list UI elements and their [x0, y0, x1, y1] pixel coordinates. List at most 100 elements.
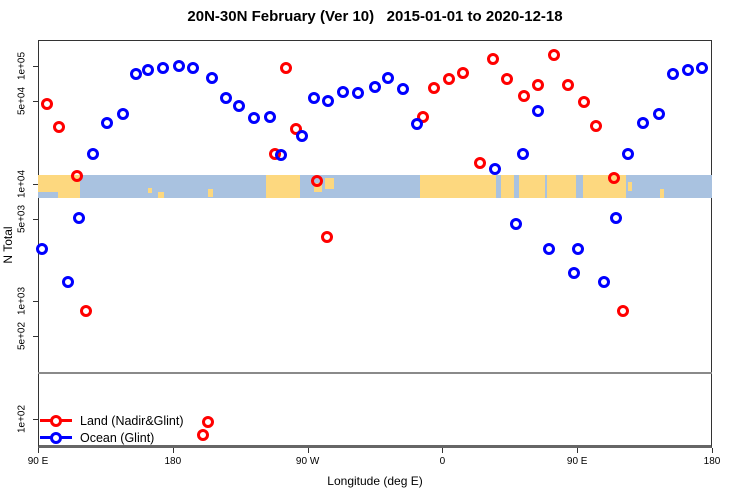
data-point [310, 175, 323, 187]
data-point [201, 415, 214, 428]
data-point [40, 97, 53, 110]
data-point [474, 156, 486, 169]
data-point [487, 52, 500, 65]
data-point [322, 95, 335, 108]
data-point [428, 82, 441, 94]
y-tick-mark [33, 66, 38, 67]
legend: Land (Nadir&Glint) Ocean (Glint) [40, 412, 184, 446]
land-segment [419, 175, 496, 198]
y-tick-mark [33, 301, 38, 302]
land-segment [500, 175, 514, 198]
legend-line-sample [40, 431, 72, 444]
data-point [79, 305, 92, 318]
data-point [608, 171, 620, 184]
x-tick-label: 0 [439, 456, 446, 467]
x-tick-mark [38, 448, 39, 453]
data-point [568, 266, 581, 279]
chart-title: 20N-30N February (Ver 10) 2015-01-01 to … [187, 8, 563, 25]
data-point [130, 68, 142, 81]
legend-item: Land (Nadir&Glint) [40, 412, 184, 429]
y-tick-label: 5e+03 [16, 204, 28, 233]
land-segment [147, 187, 152, 194]
data-point [548, 49, 561, 62]
data-point [578, 96, 591, 109]
data-point [637, 117, 650, 130]
x-tick-mark [442, 448, 444, 453]
reference-line [38, 371, 712, 374]
land-segment [660, 188, 665, 198]
data-point [86, 147, 99, 160]
data-point [61, 276, 74, 289]
data-point [337, 86, 350, 99]
x-tick-label: 180 [164, 456, 182, 467]
ocean-patch [38, 191, 59, 198]
data-point [280, 61, 292, 74]
data-point [457, 66, 470, 79]
data-point [417, 110, 430, 123]
x-tick-label: 90 W [295, 456, 320, 467]
data-point [666, 68, 679, 81]
data-point [543, 242, 555, 255]
y-tick-label: 1e+04 [16, 169, 28, 198]
data-point [53, 121, 66, 134]
y-tick-label: 1e+05 [16, 51, 28, 81]
data-point [73, 211, 85, 224]
data-point [264, 110, 276, 123]
land-segment [518, 175, 545, 198]
data-point [681, 64, 694, 76]
data-point [532, 78, 545, 91]
land-segment [207, 188, 213, 197]
data-point [248, 111, 261, 124]
y-axis-title: N Total [1, 226, 15, 264]
data-point [172, 59, 185, 72]
legend-label: Ocean (Glint) [80, 430, 155, 445]
y-tick-label: 5e+04 [16, 87, 28, 116]
data-point [352, 87, 365, 100]
data-point [142, 64, 155, 76]
x-tick-mark [307, 448, 309, 453]
data-point [622, 147, 635, 160]
land-segment [627, 181, 632, 192]
y-tick-label: 5e+02 [16, 322, 28, 351]
land-segment [157, 192, 164, 198]
land-segment [546, 175, 576, 198]
data-point [220, 92, 232, 105]
data-point [598, 275, 611, 288]
data-point [532, 104, 545, 117]
data-point [197, 429, 210, 442]
data-point [274, 148, 287, 161]
data-point [509, 218, 522, 231]
legend-line-sample [40, 414, 72, 427]
data-point [571, 242, 584, 255]
data-point [369, 81, 381, 94]
x-tick-mark [712, 448, 713, 453]
data-point [653, 108, 666, 120]
data-point [610, 211, 622, 224]
data-point [489, 163, 501, 176]
data-point [695, 61, 708, 74]
y-tick-mark [33, 218, 38, 220]
land-segment [324, 178, 334, 189]
y-tick-mark [33, 101, 38, 103]
data-point [320, 231, 333, 244]
data-point [410, 118, 423, 131]
data-point [157, 62, 170, 75]
data-point [501, 72, 514, 85]
data-point [308, 91, 321, 104]
data-point [443, 73, 455, 86]
data-point [36, 242, 49, 255]
legend-item: Ocean (Glint) [40, 429, 184, 446]
plot-area [38, 40, 712, 448]
x-tick-label: 180 [703, 456, 721, 467]
data-point [70, 170, 83, 183]
data-point [617, 305, 630, 318]
y-tick-mark [33, 336, 38, 338]
data-point [295, 129, 308, 142]
y-tick-mark [33, 418, 38, 420]
y-tick-mark [33, 183, 38, 185]
data-point [590, 119, 603, 132]
land-segment [265, 175, 300, 198]
data-point [100, 117, 113, 130]
data-point [517, 148, 530, 161]
